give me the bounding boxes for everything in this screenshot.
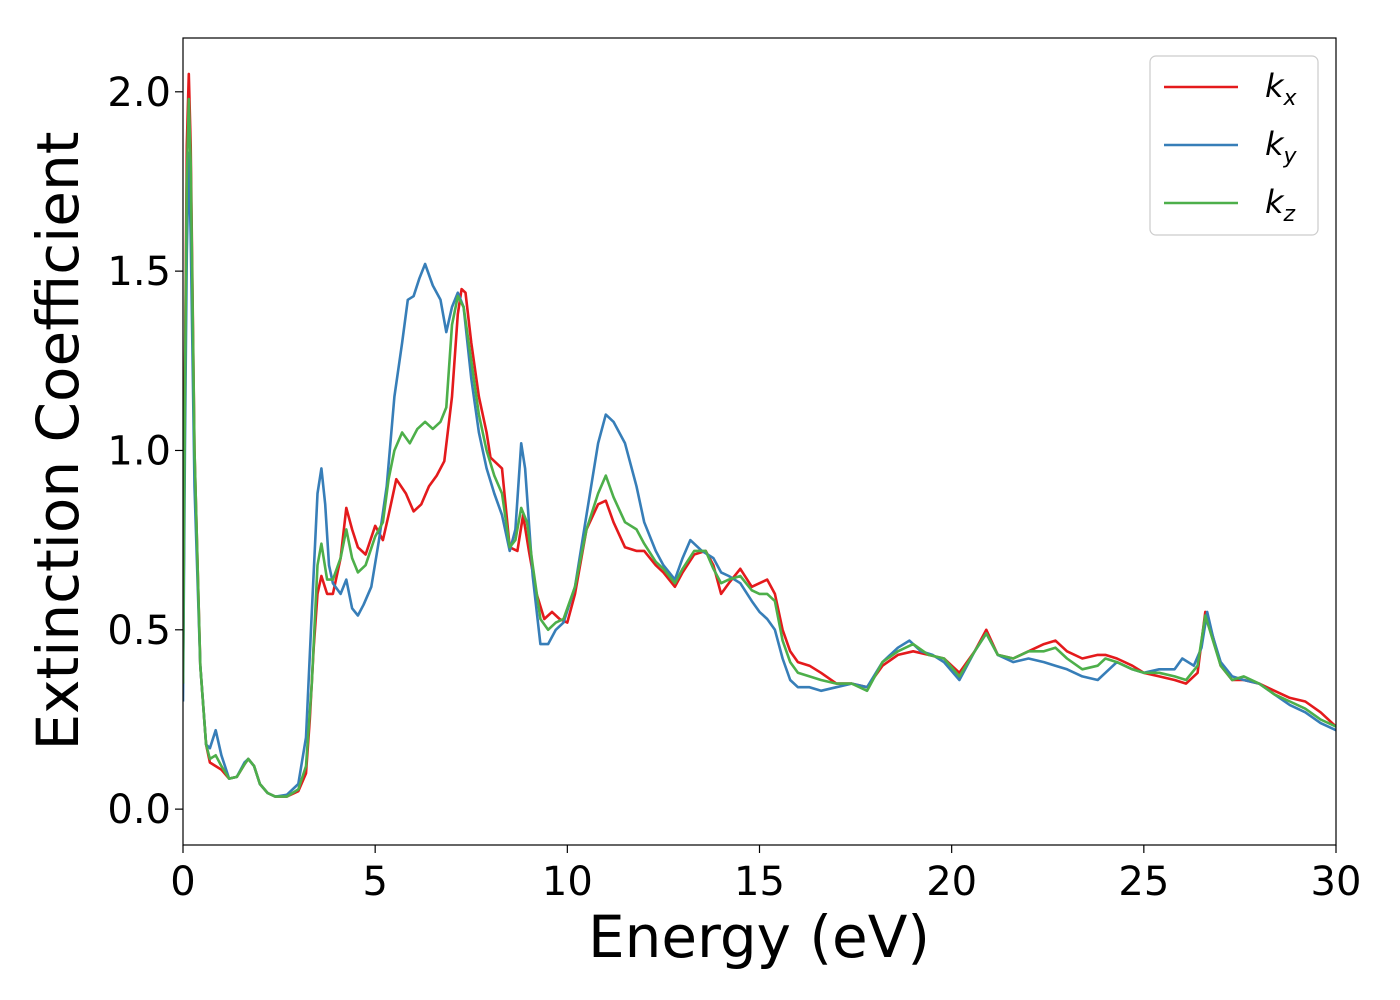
y-axis-title: Extinction Coefficient <box>24 132 92 751</box>
x-tick-label: 0 <box>170 859 195 905</box>
y-tick-label: 1.0 <box>107 428 171 474</box>
y-tick-label: 0.5 <box>107 608 171 654</box>
series-line-kz <box>183 97 1336 798</box>
x-tick-label: 25 <box>1118 859 1169 905</box>
y-axis: 0.0 0.5 1.0 1.5 2.0 <box>107 70 183 833</box>
x-tick-label: 10 <box>542 859 593 905</box>
legend: kx ky kz <box>1149 55 1319 236</box>
legend-label-ky: ky <box>1265 125 1298 169</box>
x-tick-label: 15 <box>734 859 785 905</box>
y-tick-label: 0.0 <box>107 787 171 833</box>
series-line-ky <box>183 151 1336 798</box>
x-tick-label: 20 <box>926 859 977 905</box>
legend-label-kx: kx <box>1265 67 1298 111</box>
x-tick-label: 30 <box>1311 859 1362 905</box>
x-axis: 0 5 10 15 20 25 30 <box>170 845 1361 905</box>
legend-label-kz: kz <box>1265 183 1296 227</box>
x-axis-title: Energy (eV) <box>588 903 930 971</box>
y-tick-label: 2.0 <box>107 70 171 116</box>
series-layer <box>183 72 1336 798</box>
x-tick-label: 5 <box>362 859 387 905</box>
series-line-kx <box>183 72 1336 798</box>
y-tick-label: 1.5 <box>107 249 171 295</box>
